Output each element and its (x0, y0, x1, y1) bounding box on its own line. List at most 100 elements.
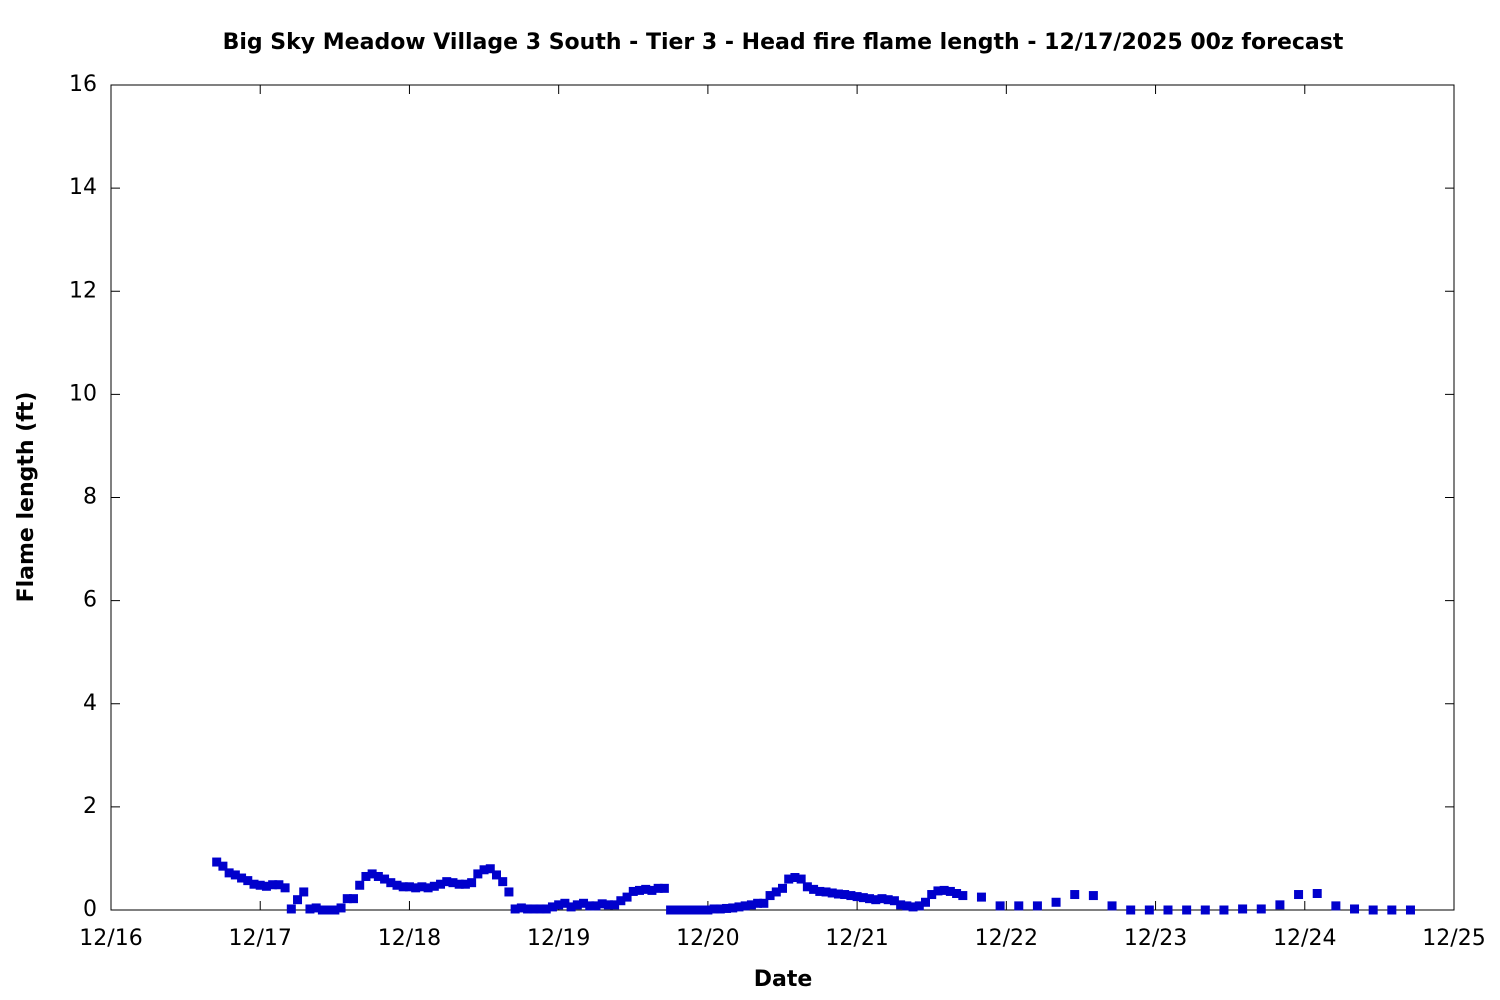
point (317, 905, 327, 915)
point (784, 874, 794, 884)
point (529, 904, 539, 914)
point (1051, 897, 1061, 907)
point (348, 894, 358, 904)
point (516, 903, 526, 913)
point (460, 879, 470, 889)
x-tick-label: 12/18 (378, 926, 441, 951)
y-tick-label: 14 (69, 175, 97, 200)
point (1182, 905, 1192, 915)
point (361, 871, 371, 881)
point (653, 883, 663, 893)
point (597, 899, 607, 909)
point (237, 873, 247, 883)
point (380, 874, 390, 884)
point (740, 901, 750, 911)
point (442, 877, 452, 887)
point (268, 880, 278, 890)
point (491, 870, 501, 880)
point (1387, 905, 1397, 915)
point (889, 896, 899, 906)
point (858, 893, 868, 903)
point (827, 888, 837, 898)
point (324, 905, 334, 915)
point (342, 894, 352, 904)
point (367, 869, 377, 879)
point (1014, 901, 1024, 911)
point (1294, 890, 1304, 900)
point (305, 904, 315, 914)
point (809, 884, 819, 894)
y-tick-label: 2 (83, 794, 97, 819)
point (1144, 905, 1154, 915)
point (429, 881, 439, 891)
point (603, 900, 613, 910)
point (883, 895, 893, 905)
point (1368, 905, 1378, 915)
point (877, 894, 887, 904)
point (690, 905, 700, 915)
point (939, 885, 949, 895)
point (572, 900, 582, 910)
point (286, 904, 296, 914)
x-tick-label: 12/22 (975, 926, 1038, 951)
point (547, 902, 557, 912)
point (473, 869, 483, 879)
point (591, 901, 601, 911)
point (535, 904, 545, 914)
point (616, 896, 626, 906)
point (659, 883, 669, 893)
point (976, 892, 986, 902)
point (1126, 905, 1136, 915)
point (753, 898, 763, 908)
x-tick-label: 12/25 (1422, 926, 1485, 951)
point (330, 905, 340, 915)
point (628, 886, 638, 896)
point (255, 880, 265, 890)
point (871, 895, 881, 905)
point (1163, 905, 1173, 915)
point (759, 898, 769, 908)
x-tick-label: 12/19 (527, 926, 590, 951)
point (908, 902, 918, 912)
point (722, 903, 732, 913)
point (709, 904, 719, 914)
point (833, 889, 843, 899)
point (796, 874, 806, 884)
point (224, 868, 234, 878)
chart-title: Big Sky Meadow Village 3 South - Tier 3 … (223, 30, 1344, 55)
point (1275, 900, 1285, 910)
point (734, 902, 744, 912)
plot-frame (110, 84, 1455, 911)
point (560, 898, 570, 908)
point (1032, 901, 1042, 911)
point (566, 902, 576, 912)
point (865, 894, 875, 904)
point (927, 890, 937, 900)
point (634, 885, 644, 895)
point (1070, 890, 1080, 900)
point (995, 901, 1005, 911)
point (585, 901, 595, 911)
point (684, 905, 694, 915)
point (846, 891, 856, 901)
point (454, 879, 464, 889)
point (945, 886, 955, 896)
point (485, 864, 495, 874)
point (902, 901, 912, 911)
point (230, 870, 240, 880)
point (647, 885, 657, 895)
point (479, 865, 489, 875)
point (448, 878, 458, 888)
y-tick-label: 10 (69, 381, 97, 406)
point (852, 892, 862, 902)
point (261, 881, 271, 891)
point (703, 905, 713, 915)
point (802, 882, 812, 892)
point (311, 903, 321, 913)
point (914, 901, 924, 911)
point (1312, 889, 1322, 898)
point (821, 887, 831, 897)
point (299, 887, 309, 897)
y-tick-label: 12 (69, 278, 97, 303)
y-tick-label: 16 (69, 72, 97, 97)
